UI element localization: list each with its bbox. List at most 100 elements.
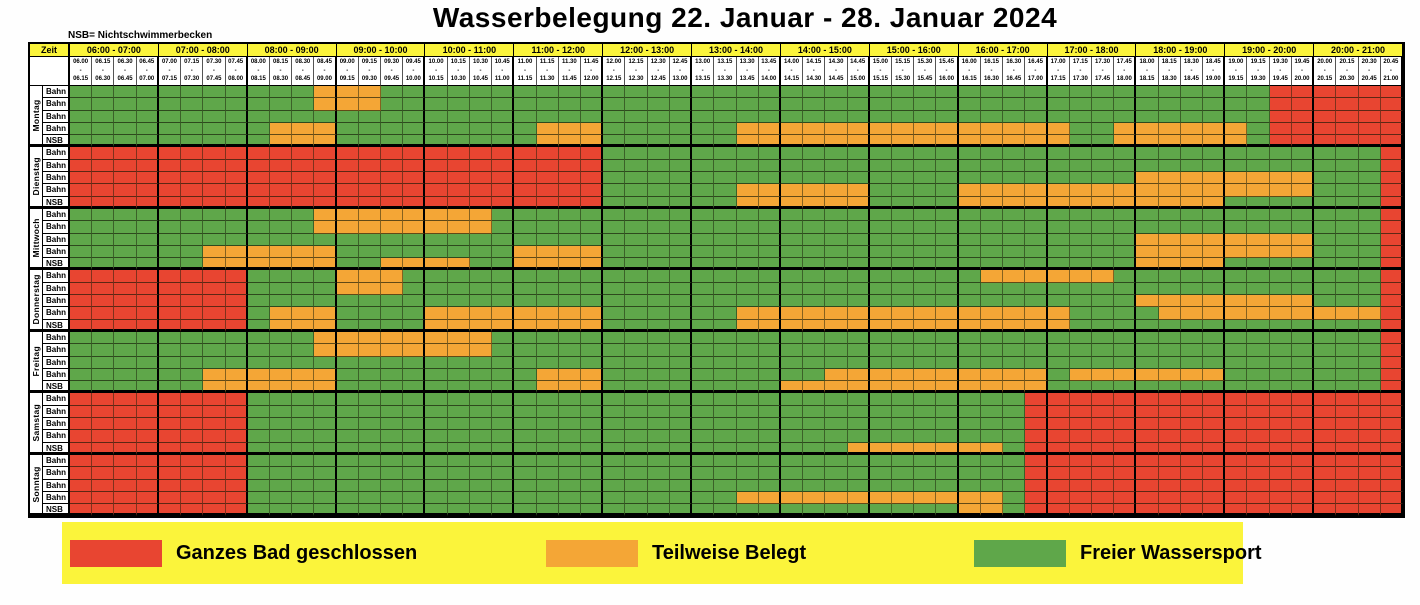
- slot-cell: [514, 159, 537, 173]
- lane-label: Bahn 1: [43, 147, 70, 160]
- slot-cell: [1203, 98, 1226, 111]
- slot-cell: [1158, 479, 1181, 492]
- slot-cell: [1358, 344, 1381, 357]
- slot-cell: [425, 479, 448, 492]
- slot-cell: [70, 135, 93, 148]
- slot-cell: [936, 467, 959, 480]
- slot-cell: [225, 172, 248, 185]
- slot-cell: [1380, 319, 1403, 332]
- slot-cell: [803, 442, 826, 455]
- slot-cell: [92, 110, 115, 123]
- slot-cell: [114, 331, 137, 345]
- slot-cell: [603, 418, 626, 431]
- slot-cell: [1069, 122, 1092, 136]
- lane-label: Bahn 3: [43, 110, 70, 123]
- slot-cell: [1203, 381, 1226, 394]
- slot-cell: [1047, 110, 1070, 123]
- slot-cell: [469, 86, 493, 99]
- slot-header: 12.45 - 13.00: [669, 57, 693, 86]
- slot-cell: [714, 381, 737, 394]
- slot-cell: [936, 147, 959, 160]
- slot-cell: [1203, 172, 1226, 185]
- slot-cell: [181, 331, 204, 345]
- slot-cell: [780, 405, 804, 419]
- slot-cell: [381, 122, 404, 136]
- slot-cell: [1025, 245, 1048, 259]
- slot-cell: [1158, 504, 1181, 517]
- slot-cell: [1358, 491, 1381, 505]
- slot-cell: [425, 233, 448, 246]
- slot-cell: [292, 86, 315, 99]
- slot-cell: [558, 479, 581, 492]
- slot-cell: [1003, 208, 1026, 222]
- slot-cell: [580, 147, 604, 160]
- slot-cell: [181, 110, 204, 123]
- slot-cell: [181, 430, 204, 443]
- slot-cell: [536, 245, 559, 259]
- slot-cell: [403, 122, 426, 136]
- slot-cell: [492, 258, 515, 271]
- slot-cell: [780, 159, 804, 173]
- slot-cell: [1091, 270, 1115, 283]
- slot-cell: [492, 368, 515, 382]
- slot-cell: [980, 319, 1004, 332]
- slot-cell: [803, 196, 826, 209]
- slot-cell: [136, 270, 159, 283]
- slot-cell: [1025, 442, 1048, 455]
- slot-cell: [647, 430, 670, 443]
- slot-cell: [425, 86, 448, 99]
- slot-cell: [403, 221, 426, 234]
- slot-cell: [958, 184, 981, 197]
- slot-cell: [714, 504, 737, 517]
- slot-cell: [1358, 172, 1381, 185]
- hour-header: 15:00 - 16:00: [869, 44, 959, 57]
- slot-cell: [358, 258, 382, 271]
- slot-cell: [958, 196, 981, 209]
- slot-cell: [158, 270, 182, 283]
- slot-cell: [1180, 196, 1204, 209]
- slot-cell: [1047, 98, 1070, 111]
- slot-cell: [1180, 282, 1204, 296]
- slot-cell: [1380, 356, 1403, 369]
- slot-cell: [114, 270, 137, 283]
- slot-cell: [647, 147, 670, 160]
- slot-cell: [1203, 221, 1226, 234]
- slot-cell: [158, 159, 182, 173]
- slot-cell: [203, 442, 226, 455]
- slot-cell: [1025, 135, 1048, 148]
- slot-cell: [958, 122, 981, 136]
- slot-cell: [1314, 368, 1337, 382]
- slot-cell: [1269, 393, 1292, 406]
- slot-cell: [1247, 479, 1270, 492]
- slot-cell: [958, 270, 981, 283]
- slot-cell: [92, 221, 115, 234]
- slot-cell: [958, 430, 981, 443]
- slot-cell: [225, 147, 248, 160]
- lane-label: Bahn 3: [43, 356, 70, 369]
- slot-cell: [1025, 430, 1048, 443]
- slot-cell: [803, 172, 826, 185]
- slot-cell: [336, 344, 359, 357]
- slot-cell: [1203, 258, 1226, 271]
- slot-cell: [536, 282, 559, 296]
- slot-cell: [1114, 258, 1137, 271]
- slot-cell: [1358, 233, 1381, 246]
- slot-cell: [669, 491, 693, 505]
- slot-cell: [92, 172, 115, 185]
- slot-cell: [1180, 393, 1204, 406]
- slot-cell: [1047, 393, 1070, 406]
- slot-cell: [1136, 319, 1159, 332]
- slot-cell: [914, 356, 937, 369]
- slot-cell: [780, 393, 804, 406]
- slot-cell: [603, 208, 626, 222]
- slot-cell: [1047, 442, 1070, 455]
- slot-cell: [1158, 295, 1181, 308]
- slot-cell: [580, 122, 604, 136]
- slot-cell: [1158, 418, 1181, 431]
- slot-cell: [92, 504, 115, 517]
- slot-cell: [1336, 331, 1359, 345]
- slot-header: 18.00 - 18.15: [1136, 57, 1159, 86]
- slot-cell: [825, 245, 848, 259]
- slot-cell: [425, 221, 448, 234]
